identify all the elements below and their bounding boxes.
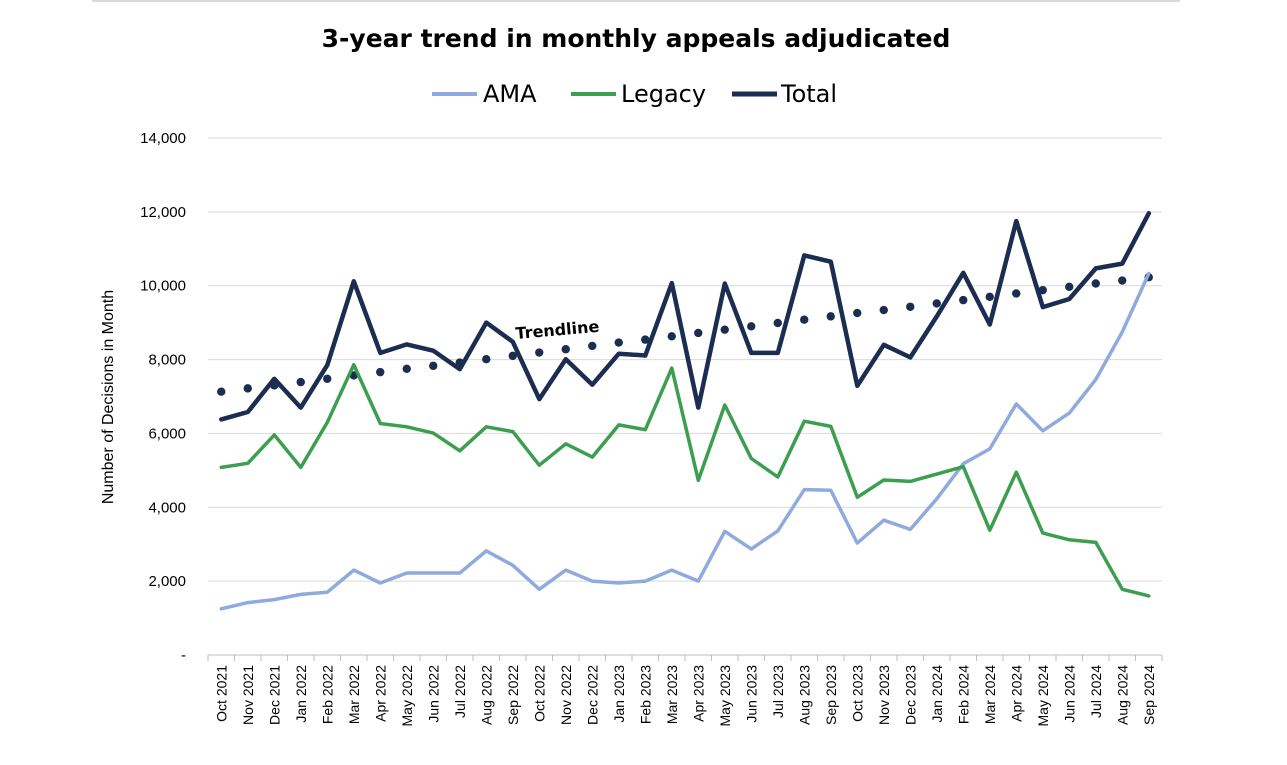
x-tick-label: Jul 2024 xyxy=(1088,665,1104,718)
x-axis-ticks: Oct 2021 Nov 2021 Dec 2021 Jan 2022 Feb 2022… xyxy=(213,665,1157,727)
legend-label-legacy: Legacy xyxy=(621,80,706,108)
series-line-legacy xyxy=(219,362,1151,598)
x-tick-label: Aug 2023 xyxy=(796,665,812,725)
series-ama xyxy=(219,271,1151,611)
trendline-point xyxy=(720,325,729,334)
x-tick-label: Oct 2022 xyxy=(531,665,547,722)
x-tick-label: Jun 2023 xyxy=(743,665,759,723)
x-tick-label: Sep 2022 xyxy=(505,665,521,725)
series-legacy xyxy=(219,362,1151,598)
series-total xyxy=(219,211,1152,422)
trendline-annotation: Trendline xyxy=(515,317,600,343)
x-tick-label: Feb 2024 xyxy=(955,665,971,724)
trendline-point xyxy=(906,302,915,311)
x-tick-label: Jul 2022 xyxy=(452,665,468,718)
trendline-point xyxy=(959,295,968,305)
y-tick-label: 8,000 xyxy=(148,352,186,369)
y-axis-ticks: - 2,000 4,000 6,000 8,000 10,000 12,000 14,000 xyxy=(140,130,186,664)
x-tick-label: Oct 2023 xyxy=(849,665,865,722)
x-tick-label: Sep 2023 xyxy=(823,665,839,725)
trendline-point xyxy=(985,292,994,301)
x-axis xyxy=(207,654,1163,661)
trendline-point xyxy=(641,335,650,344)
trendline-point xyxy=(429,361,438,371)
trendline-point xyxy=(217,387,226,396)
x-tick-label: Jun 2022 xyxy=(425,665,441,723)
x-tick-label: May 2022 xyxy=(399,665,415,727)
x-tick-label: Jul 2023 xyxy=(770,665,786,718)
chart-title: 3-year trend in monthly appeals adjudica… xyxy=(322,24,951,53)
x-tick-label: Feb 2023 xyxy=(637,665,653,724)
top-border-line xyxy=(92,0,1180,2)
trendline-point xyxy=(1012,289,1021,298)
trendline-point xyxy=(482,355,491,364)
series-line-ama xyxy=(219,271,1151,611)
trendline-point xyxy=(773,318,782,328)
trendline-point xyxy=(376,367,385,377)
trendline-point xyxy=(1065,282,1074,292)
x-tick-label: Jan 2022 xyxy=(293,665,309,723)
x-tick-label: Nov 2022 xyxy=(558,665,574,725)
x-tick-label: May 2024 xyxy=(1035,665,1051,727)
y-axis-label: Number of Decisions in Month xyxy=(100,290,117,504)
x-tick-label: Apr 2024 xyxy=(1008,665,1024,722)
legend-label-ama: AMA xyxy=(483,80,537,108)
series-trendline xyxy=(217,273,1153,396)
y-tick-label: 14,000 xyxy=(140,130,186,147)
x-tick-label: Apr 2023 xyxy=(690,665,706,722)
y-tick-label: - xyxy=(181,647,186,664)
trendline-point xyxy=(747,322,756,331)
trendline-point xyxy=(800,315,809,324)
x-tick-label: Mar 2022 xyxy=(346,665,362,724)
x-tick-label: Mar 2024 xyxy=(982,665,998,724)
series-line-total xyxy=(219,211,1152,422)
trendline-point xyxy=(323,374,332,383)
y-tick-label: 2,000 xyxy=(148,573,186,590)
x-tick-label: Aug 2022 xyxy=(478,665,494,725)
trendline-point xyxy=(402,364,411,374)
x-tick-label: Feb 2022 xyxy=(319,665,335,724)
trendline-point xyxy=(535,348,544,357)
x-tick-label: Dec 2023 xyxy=(902,665,918,725)
trendline-point xyxy=(296,377,305,387)
x-tick-label: Jun 2024 xyxy=(1061,665,1077,723)
trendline-point xyxy=(932,299,941,308)
y-tick-label: 4,000 xyxy=(148,499,186,516)
x-tick-label: Jan 2024 xyxy=(929,665,945,723)
x-tick-label: Aug 2024 xyxy=(1114,665,1130,725)
trendline-point xyxy=(853,308,862,318)
legend: AMA Legacy Total xyxy=(432,80,837,108)
y-tick-label: 6,000 xyxy=(148,425,186,442)
trendline-point xyxy=(667,332,676,341)
trendline-point xyxy=(826,312,835,321)
x-tick-label: Dec 2022 xyxy=(584,665,600,725)
y-tick-label: 10,000 xyxy=(140,278,186,295)
x-tick-label: Oct 2021 xyxy=(213,665,229,722)
trendline-point xyxy=(588,341,597,351)
x-tick-label: Mar 2023 xyxy=(664,665,680,724)
trendline-point xyxy=(561,345,570,354)
y-tick-label: 12,000 xyxy=(140,204,186,221)
legend-label-total: Total xyxy=(780,80,837,108)
series-layer xyxy=(217,211,1153,611)
trendline-point xyxy=(1091,279,1100,288)
x-tick-label: Sep 2024 xyxy=(1141,665,1157,725)
x-tick-label: May 2023 xyxy=(717,665,733,727)
x-tick-label: Nov 2023 xyxy=(876,665,892,725)
gridlines xyxy=(208,137,1162,582)
x-tick-label: Apr 2022 xyxy=(372,665,388,722)
trendline-point xyxy=(614,338,623,347)
trendline-point xyxy=(243,384,252,393)
x-tick-label: Jan 2023 xyxy=(611,665,627,723)
x-tick-label: Nov 2021 xyxy=(240,665,256,725)
trendline-point xyxy=(694,328,703,338)
x-tick-label: Dec 2021 xyxy=(266,665,282,725)
trendline-point xyxy=(879,305,888,315)
trendline-point xyxy=(508,351,517,361)
trendline-point xyxy=(1118,276,1127,285)
trendline-point xyxy=(1038,285,1047,295)
